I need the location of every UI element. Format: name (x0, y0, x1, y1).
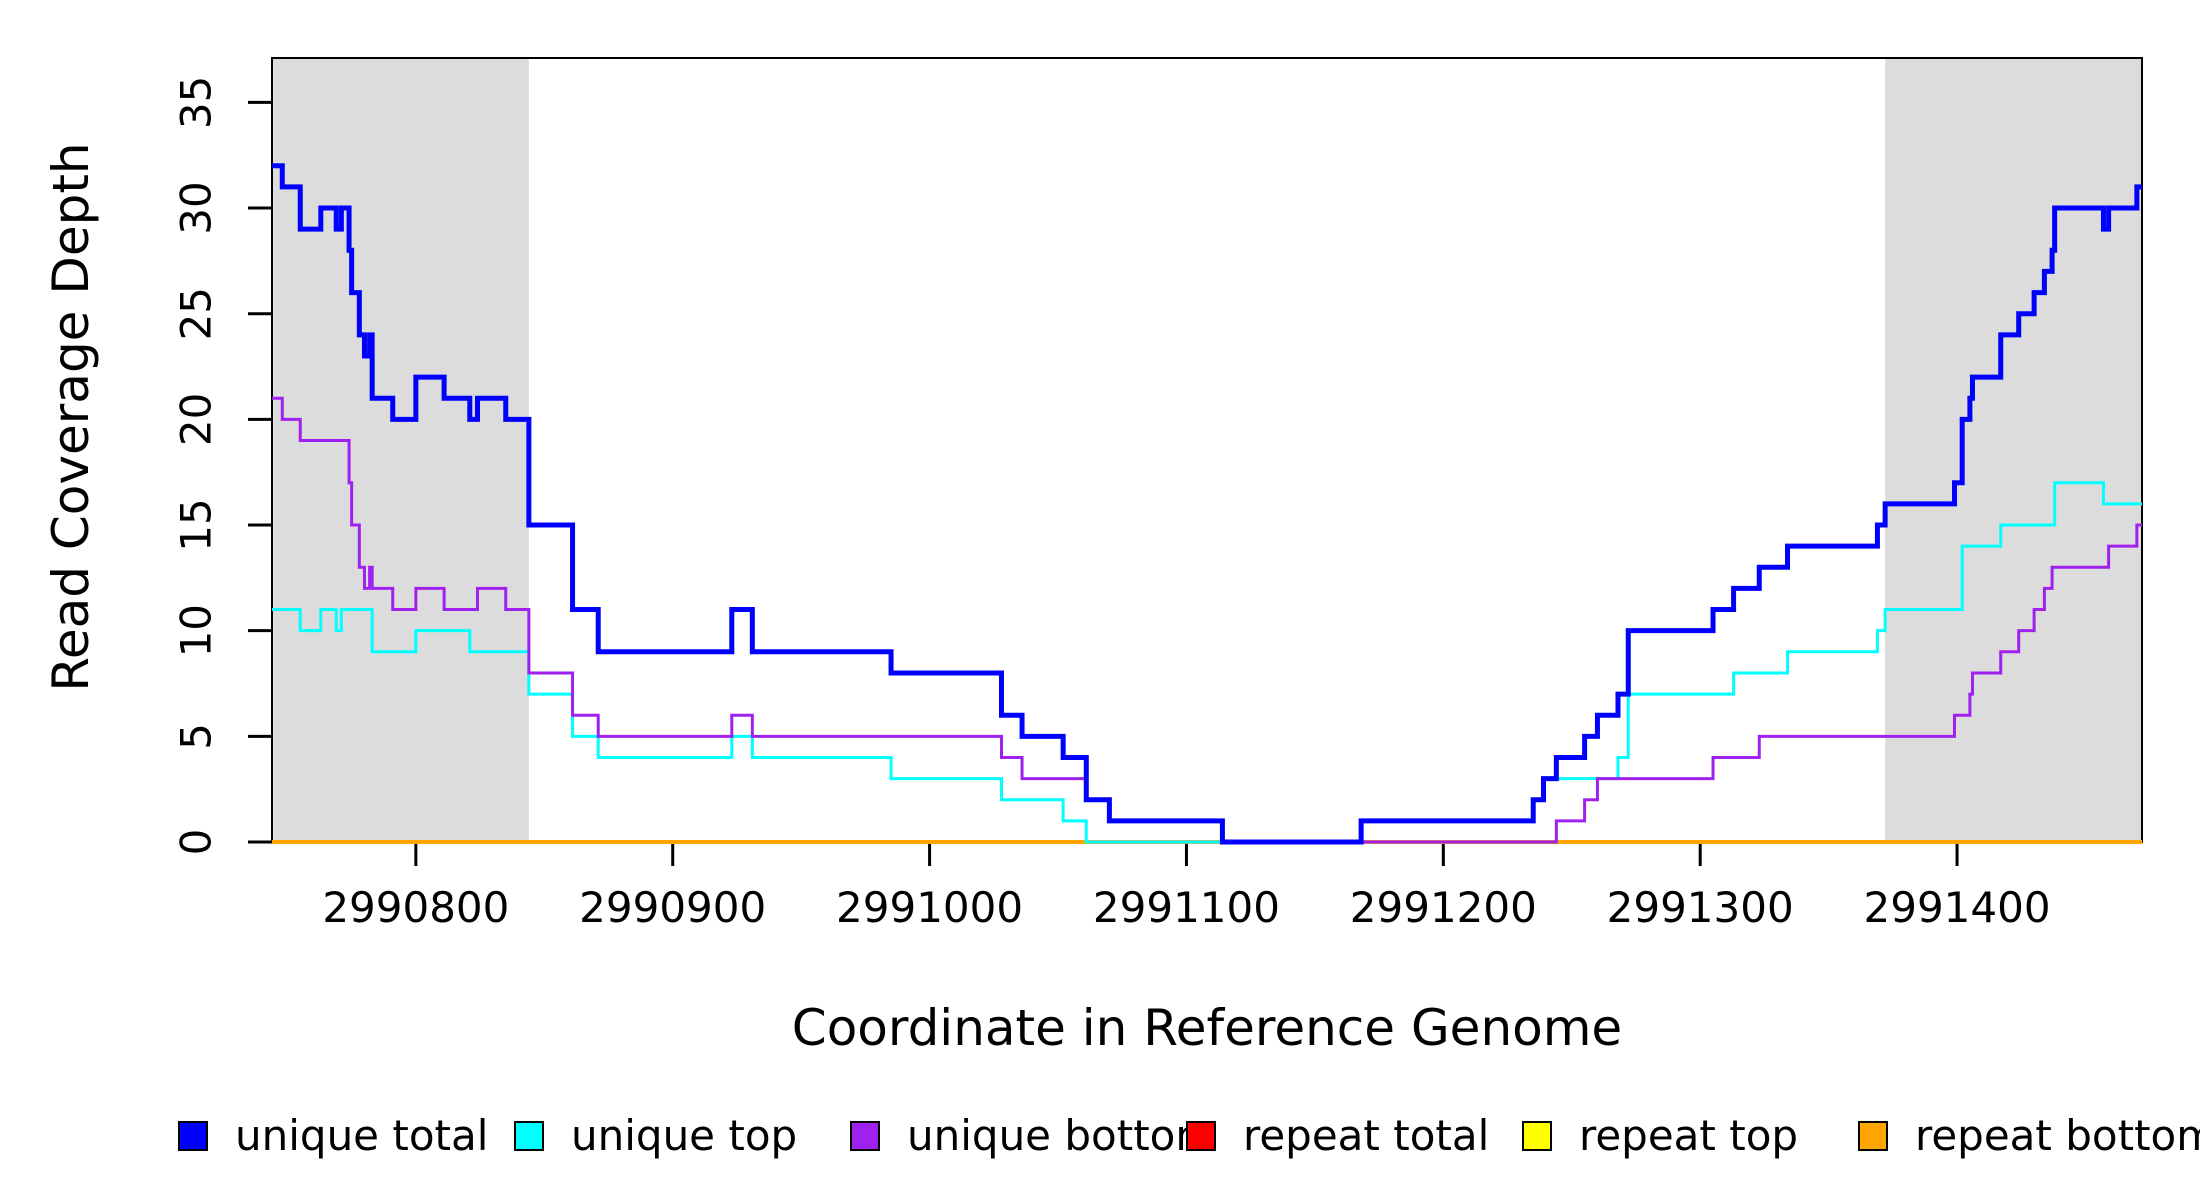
x-axis-title: Coordinate in Reference Genome (792, 999, 1622, 1057)
axes: 2990800 2990900 2991000 2991100 2991200 29913… (172, 76, 2051, 932)
y-axis-tick-label: 5 (172, 723, 221, 750)
legend-swatch-unique-top (514, 1121, 544, 1151)
y-axis-tick-label: 20 (172, 393, 221, 446)
legend: unique total unique top unique bottom repea… (178, 1111, 2200, 1160)
y-axis-tick-label: 25 (172, 287, 221, 340)
legend-label-unique-bottom: unique bottom (907, 1111, 1216, 1160)
shaded-regions (272, 58, 2142, 842)
plot-border (271, 57, 2143, 843)
legend-label-repeat-bottom: repeat bottom (1915, 1111, 2200, 1160)
series-unique-bottom (272, 396, 2142, 844)
legend-swatch-repeat-bottom (1858, 1121, 1888, 1151)
x-axis-tick-label: 2990800 (322, 883, 509, 932)
y-axis-tick-label: 0 (172, 829, 221, 856)
x-axis-tick-label: 2991200 (1350, 883, 1537, 932)
y-axis-title: Read Coverage Depth (42, 142, 100, 691)
x-axis-tick-label: 2991400 (1864, 883, 2051, 932)
plot-border-group (271, 57, 2143, 843)
legend-swatch-repeat-total (1186, 1121, 1216, 1151)
x-axis-tick-label: 2991100 (1093, 883, 1280, 932)
series-unique-top (272, 481, 2142, 844)
y-axis-tick-label: 10 (172, 604, 221, 657)
left-repeat-region (272, 58, 529, 842)
legend-label-repeat-top: repeat top (1579, 1111, 1798, 1160)
y-axis-tick-label: 35 (172, 76, 221, 129)
series-group (272, 163, 2142, 845)
legend-swatch-unique-bottom (850, 1121, 880, 1151)
series-unique-total (272, 163, 2142, 845)
y-axis-tick-label: 15 (172, 498, 221, 551)
right-repeat-region (1885, 58, 2142, 842)
x-axis-tick-label: 2990900 (579, 883, 766, 932)
legend-label-unique-total: unique total (235, 1111, 488, 1160)
legend-label-unique-top: unique top (571, 1111, 797, 1160)
x-axis-tick-label: 2991000 (836, 883, 1023, 932)
x-axis-tick-label: 2991300 (1607, 883, 1794, 932)
legend-label-repeat-total: repeat total (1243, 1111, 1489, 1160)
y-axis-tick-label: 30 (172, 181, 221, 234)
legend-swatch-unique-total (178, 1121, 208, 1151)
legend-swatch-repeat-top (1522, 1121, 1552, 1151)
